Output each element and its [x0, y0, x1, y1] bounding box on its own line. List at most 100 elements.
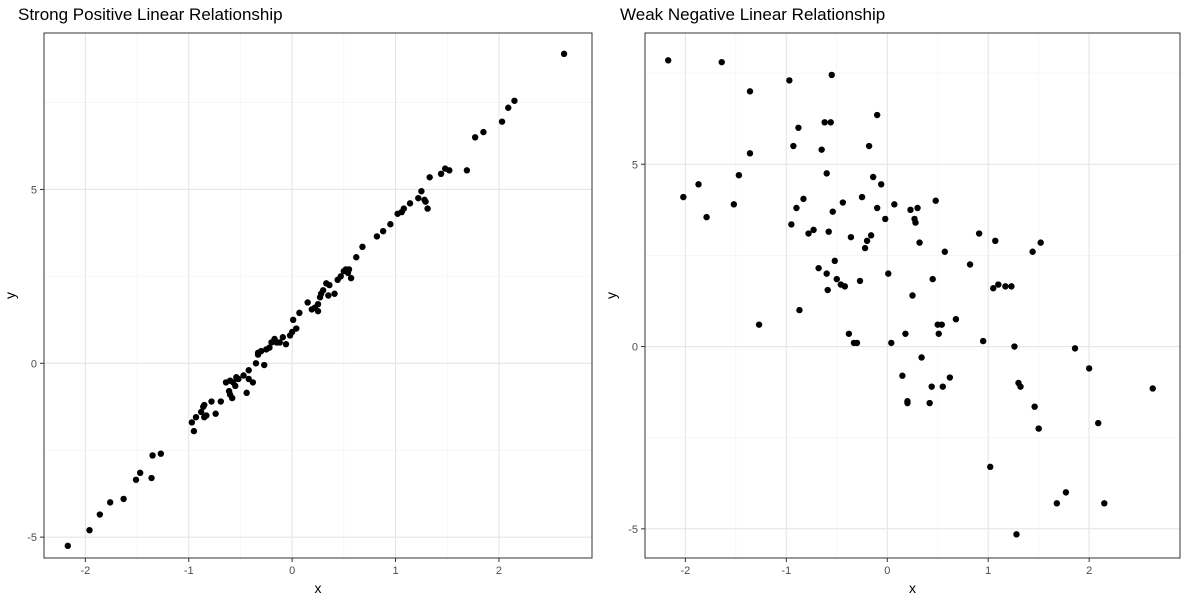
data-point [975, 230, 983, 237]
panel-left: Strong Positive Linear Relationship x y … [2, 5, 593, 596]
data-point [424, 205, 431, 212]
data-point [480, 128, 487, 136]
data-point [990, 285, 997, 292]
data-point [847, 233, 855, 241]
data-point [992, 237, 999, 245]
data-point [946, 374, 954, 381]
data-point [914, 204, 921, 212]
data-point [400, 205, 408, 212]
panel-right: Weak Negative Linear Relationship x y -2… [603, 5, 1181, 596]
data-point [149, 452, 156, 459]
data-point [217, 398, 225, 405]
data-point [824, 286, 831, 294]
data-point [823, 170, 830, 177]
data-point [863, 237, 871, 245]
data-point [120, 495, 127, 503]
data-point [314, 307, 322, 315]
data-point [353, 254, 360, 261]
data-point [966, 261, 974, 268]
data-point [415, 194, 422, 202]
data-point [296, 309, 303, 317]
chart-title-right: Weak Negative Linear Relationship [620, 5, 885, 24]
data-point [932, 197, 939, 204]
data-point [331, 290, 338, 297]
data-point [827, 119, 834, 126]
data-point [463, 167, 471, 174]
data-point [379, 227, 387, 235]
data-point [418, 187, 425, 195]
data-point [882, 215, 889, 223]
data-point [907, 206, 914, 214]
data-point [718, 58, 725, 66]
data-point [796, 306, 803, 314]
data-point [498, 118, 506, 125]
x-tick-label: -2 [80, 565, 90, 577]
data-point [810, 226, 817, 234]
data-point [825, 228, 832, 235]
data-point [746, 88, 754, 95]
data-point [1011, 343, 1018, 350]
data-point [1008, 283, 1015, 290]
data-point [786, 77, 793, 84]
data-point [387, 221, 394, 228]
data-point [1085, 365, 1093, 372]
data-point [916, 239, 923, 246]
data-point [941, 248, 949, 255]
x-tick-label: 0 [884, 565, 890, 577]
data-point [406, 200, 414, 207]
x-axis-label-right: x [909, 580, 916, 596]
data-point [1035, 425, 1042, 432]
data-point [878, 181, 885, 188]
x-tick-label: -1 [781, 565, 791, 577]
data-point [865, 142, 873, 150]
data-point [245, 367, 252, 374]
data-point [995, 281, 1002, 288]
data-point [952, 315, 960, 323]
data-point [422, 198, 429, 205]
data-point [319, 287, 327, 294]
data-point [289, 316, 297, 324]
data-point [201, 401, 208, 409]
data-point [304, 299, 311, 306]
data-point [926, 399, 933, 407]
data-point [148, 474, 155, 482]
x-tick-label: -1 [184, 565, 194, 577]
data-point [560, 50, 568, 58]
data-point [136, 469, 144, 477]
data-point [805, 230, 812, 237]
data-point [795, 124, 802, 131]
data-point [833, 275, 840, 283]
grid-left [44, 33, 592, 558]
x-tick-label: -2 [680, 565, 690, 577]
data-point [203, 412, 210, 419]
data-point [746, 150, 754, 157]
data-point [935, 330, 942, 337]
data-point [1037, 239, 1044, 246]
data-point [873, 204, 881, 212]
data-point [902, 330, 909, 337]
data-point [815, 264, 822, 272]
data-point [828, 71, 835, 79]
y-tick-label: -5 [27, 532, 37, 544]
data-point [831, 257, 838, 265]
data-point [347, 274, 355, 282]
data-point [190, 427, 198, 435]
panel-border-right [644, 32, 1181, 559]
data-point [909, 292, 916, 299]
data-point [235, 375, 242, 383]
grid-right [645, 33, 1180, 558]
data-point [829, 208, 836, 215]
data-point [326, 281, 333, 289]
data-point [800, 195, 807, 203]
data-point [899, 372, 906, 379]
data-point [1095, 419, 1102, 427]
data-point [818, 146, 825, 153]
x-tick-label: 2 [496, 565, 502, 577]
data-point [276, 339, 283, 346]
data-point [437, 170, 445, 178]
y-tick-label: 5 [632, 159, 638, 171]
data-point [345, 266, 353, 273]
data-point [1029, 248, 1036, 255]
data-point [325, 292, 332, 299]
